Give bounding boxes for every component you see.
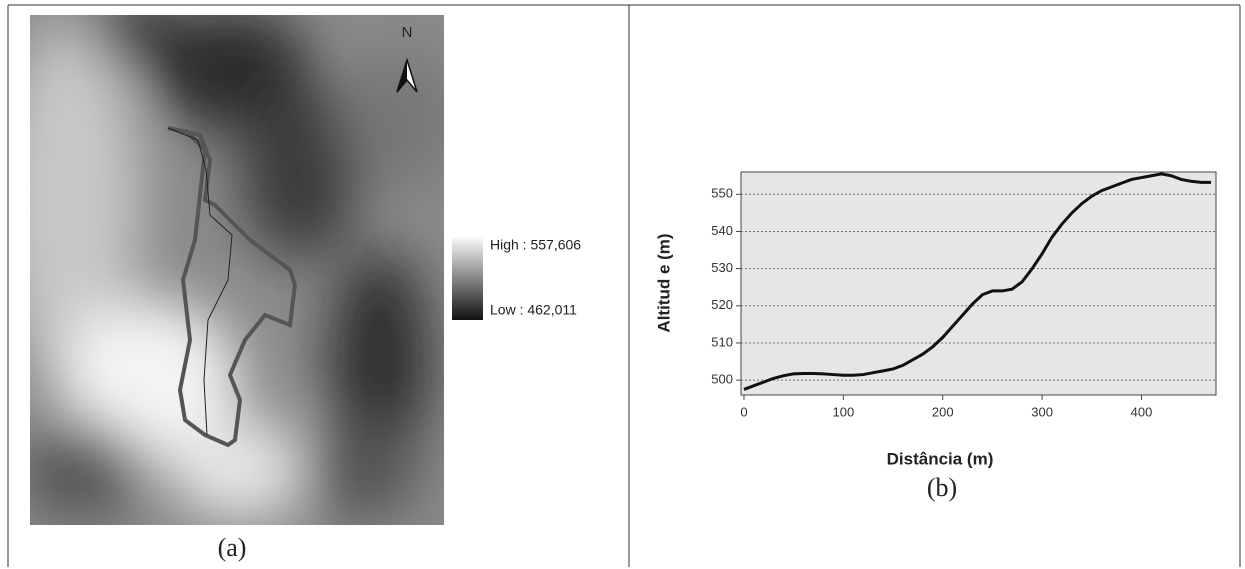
elevation-map	[0, 0, 460, 525]
x-tick-label: 100	[833, 404, 855, 419]
x-tick-label: 400	[1131, 404, 1153, 419]
y-tick-label: 500	[711, 372, 733, 387]
caption: (b)	[927, 473, 957, 502]
x-axis-label: Distância (m)	[887, 449, 994, 468]
caption: (a)	[218, 533, 247, 562]
north-label: N	[402, 24, 413, 41]
y-axis-label: Altitud e (m)	[654, 233, 673, 332]
legend-high: High : 557,606	[490, 237, 581, 253]
y-tick-label: 530	[711, 260, 733, 275]
legend-ramp	[452, 237, 483, 320]
x-tick-label: 0	[740, 404, 747, 419]
plot-area	[741, 172, 1216, 395]
x-tick-label: 300	[1031, 404, 1053, 419]
legend-low: Low : 462,011	[490, 302, 577, 318]
y-tick-label: 550	[711, 186, 733, 201]
y-tick-label: 520	[711, 297, 733, 312]
y-tick-label: 540	[711, 223, 733, 238]
x-tick-label: 200	[932, 404, 954, 419]
figure: N High : 557,606 Low : 462,011 (a) Altit…	[0, 0, 1245, 569]
y-tick-label: 510	[711, 334, 733, 349]
